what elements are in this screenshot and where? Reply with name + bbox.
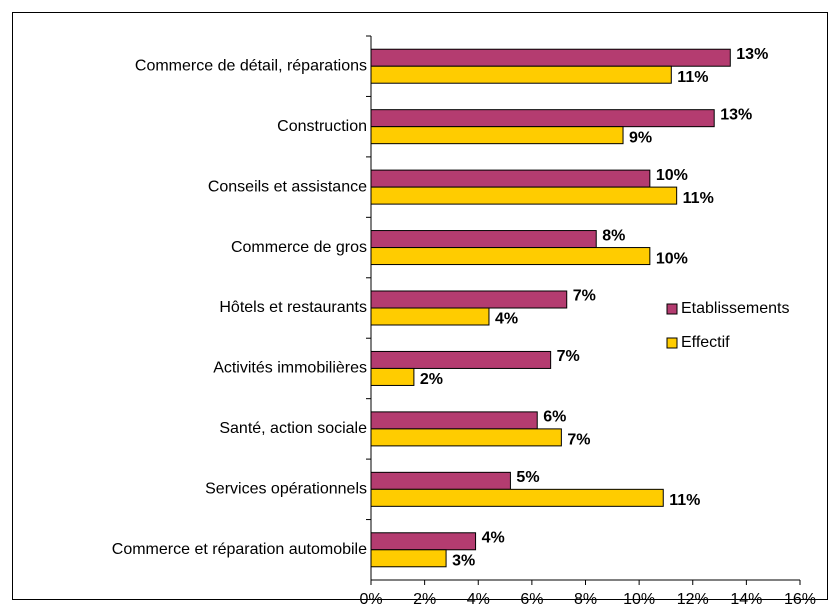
y-tick-label: Hôtels et restaurants — [219, 299, 367, 316]
value-label: 13% — [720, 106, 752, 123]
value-label: 11% — [677, 69, 708, 86]
bar — [370, 169, 651, 188]
legend-label: Effectif — [681, 334, 730, 351]
x-tick-label: 6% — [520, 591, 543, 608]
value-label: 7% — [567, 432, 590, 449]
y-tick-label: Activités immobilières — [213, 360, 367, 377]
y-tick-label: Services opérationnels — [205, 481, 367, 498]
bar — [370, 367, 415, 386]
x-tick-label: 12% — [677, 591, 709, 608]
bar — [370, 549, 447, 568]
value-label: 13% — [736, 46, 768, 63]
bar — [370, 307, 490, 326]
bar — [370, 350, 552, 369]
bar — [370, 186, 678, 205]
value-label: 5% — [516, 469, 539, 486]
x-tick-label: 10% — [623, 591, 655, 608]
value-label: 10% — [656, 250, 688, 267]
bar — [370, 247, 651, 266]
legend-swatch — [666, 303, 678, 315]
x-tick-label: 4% — [467, 591, 490, 608]
bar — [370, 471, 511, 490]
legend-swatch — [666, 337, 678, 349]
value-label: 11% — [669, 492, 700, 509]
value-label: 2% — [420, 371, 443, 388]
y-tick-label: Commerce et réparation automobile — [112, 541, 367, 558]
y-tick-label: Commerce de gros — [231, 239, 367, 256]
bar — [370, 230, 597, 249]
value-label: 4% — [482, 529, 505, 546]
x-tick-label: 2% — [413, 591, 436, 608]
bar — [370, 109, 715, 128]
value-label: 10% — [656, 167, 688, 184]
y-tick-label: Construction — [277, 118, 367, 135]
bar — [370, 48, 731, 67]
bar — [370, 532, 477, 551]
x-tick-label: 16% — [784, 591, 816, 608]
value-label: 11% — [683, 190, 714, 207]
x-tick-label: 14% — [730, 591, 762, 608]
value-label: 7% — [573, 288, 596, 305]
x-tick-label: 8% — [574, 591, 597, 608]
bar — [370, 290, 568, 309]
legend-label: Etablissements — [681, 300, 790, 317]
value-label: 9% — [629, 129, 652, 146]
y-tick-label: Commerce de détail, réparations — [135, 57, 367, 74]
value-label: 3% — [452, 552, 475, 569]
y-tick-label: Conseils et assistance — [208, 178, 367, 195]
value-label: 4% — [495, 311, 518, 328]
x-tick-label: 0% — [359, 591, 382, 608]
value-label: 8% — [602, 227, 625, 244]
value-label: 6% — [543, 409, 566, 426]
y-tick-label: Santé, action sociale — [219, 420, 367, 437]
value-label: 7% — [557, 348, 580, 365]
bar — [370, 488, 664, 507]
bar — [370, 65, 672, 84]
bar — [370, 428, 562, 447]
bar — [370, 126, 624, 145]
bar — [370, 411, 538, 430]
